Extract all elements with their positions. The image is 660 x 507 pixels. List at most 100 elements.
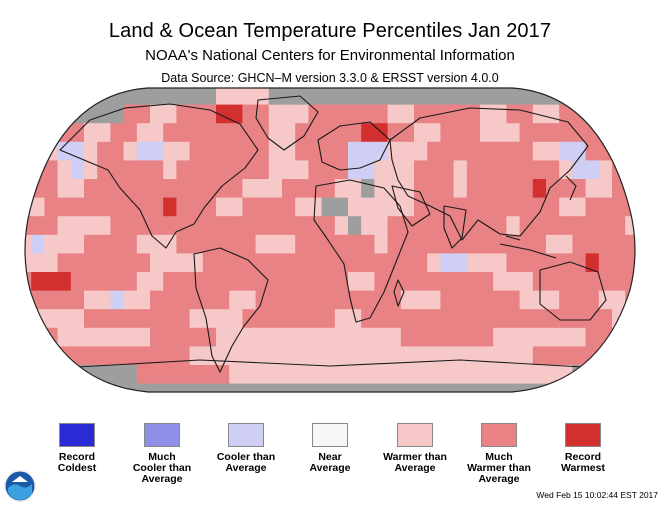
grid-cell <box>31 216 45 236</box>
grid-cell <box>70 383 85 392</box>
grid-cell <box>70 253 85 273</box>
grid-cell <box>163 253 177 273</box>
grid-cell <box>440 290 454 310</box>
grid-cell <box>97 104 111 124</box>
grid-cell <box>480 104 494 124</box>
grid-cell <box>84 197 98 217</box>
grid-cell <box>427 290 441 310</box>
grid-cell <box>150 197 164 217</box>
grid-cell <box>282 253 296 273</box>
grid-cell <box>559 272 573 291</box>
grid-cell <box>598 327 613 347</box>
grid-cell <box>585 160 600 180</box>
grid-cell <box>466 290 481 310</box>
grid-cell <box>242 216 256 236</box>
grid-cell <box>136 253 151 273</box>
grid-cell <box>427 104 441 124</box>
grid-cell <box>440 123 454 143</box>
grid-cell <box>546 123 560 143</box>
grid-cell <box>57 234 72 254</box>
grid-cell <box>638 384 652 403</box>
grid-cell <box>268 216 283 236</box>
grid-cell <box>268 327 283 347</box>
grid-cell <box>387 253 402 273</box>
grid-cell <box>308 309 322 329</box>
grid-cell <box>163 216 177 236</box>
grid-cell <box>387 365 402 384</box>
grid-cell <box>176 197 190 217</box>
grid-cell <box>585 272 600 291</box>
grid-cell <box>638 216 652 235</box>
grid-cell <box>84 383 98 392</box>
grid-cell <box>229 104 243 124</box>
grid-cell <box>150 88 164 105</box>
grid-cell <box>466 327 481 347</box>
grid-cell <box>308 253 322 273</box>
grid-cell <box>480 272 494 291</box>
grid-cell <box>625 290 635 310</box>
grid-cell <box>255 327 270 347</box>
grid-cell <box>163 365 177 384</box>
grid-cell <box>282 88 296 105</box>
grid-cell <box>453 365 468 384</box>
grid-cell <box>453 346 468 366</box>
grid-cell <box>427 365 441 384</box>
grid-cell <box>97 123 111 143</box>
grid-cell <box>84 88 98 105</box>
legend-swatch-cooler <box>228 423 264 447</box>
grid-cell <box>572 309 586 329</box>
grid-cell <box>255 309 270 329</box>
grid-cell <box>176 309 190 329</box>
grid-cell <box>308 179 322 198</box>
grid-cell <box>229 123 243 143</box>
grid-cell <box>136 346 151 366</box>
grid-cell <box>440 383 454 392</box>
grid-cell <box>308 290 322 310</box>
grid-cell <box>25 309 32 329</box>
grid-cell <box>453 160 468 180</box>
grid-cell <box>229 160 243 180</box>
grid-cell <box>585 234 600 254</box>
grid-cell <box>150 104 164 124</box>
grid-cell <box>97 141 111 161</box>
grid-cell <box>334 383 349 392</box>
grid-cell <box>638 105 652 124</box>
grid-cell <box>400 160 415 180</box>
grid-cell <box>559 104 573 124</box>
grid-cell <box>189 216 204 236</box>
grid-cell <box>110 346 124 366</box>
grid-cell <box>229 383 243 392</box>
grid-cell <box>638 365 652 384</box>
grid-cell <box>97 160 111 180</box>
grid-cell <box>202 216 217 236</box>
grid-cell <box>255 346 270 366</box>
australia-outline <box>539 261 607 321</box>
grid-cell <box>25 290 32 310</box>
grid-cell <box>559 197 573 217</box>
grid-cell <box>295 365 309 384</box>
grid-cell <box>559 290 573 310</box>
grid-cell <box>414 234 428 254</box>
grid-cell <box>150 141 164 161</box>
grid-cell <box>466 160 481 180</box>
grid-cell <box>625 272 635 291</box>
grid-cell <box>453 123 468 143</box>
grid-cell <box>110 253 124 273</box>
grid-cell <box>84 216 98 236</box>
legend-label-record-coldest: Record Coldest <box>57 451 97 474</box>
grid-cell <box>189 346 204 366</box>
grid-cell <box>123 272 138 291</box>
grid-cell <box>242 234 256 254</box>
grid-cell <box>466 197 481 217</box>
grid-cell <box>268 383 283 392</box>
grid-cell <box>519 141 534 161</box>
grid-cell <box>308 88 322 105</box>
grid-cell <box>414 141 428 161</box>
grid-cell <box>163 197 177 217</box>
grid-cell <box>519 234 534 254</box>
grid-cell <box>493 383 507 392</box>
grid-cell <box>400 197 415 217</box>
grid-cell <box>255 123 270 143</box>
grid-cell <box>585 88 600 105</box>
grid-cell <box>361 272 375 291</box>
